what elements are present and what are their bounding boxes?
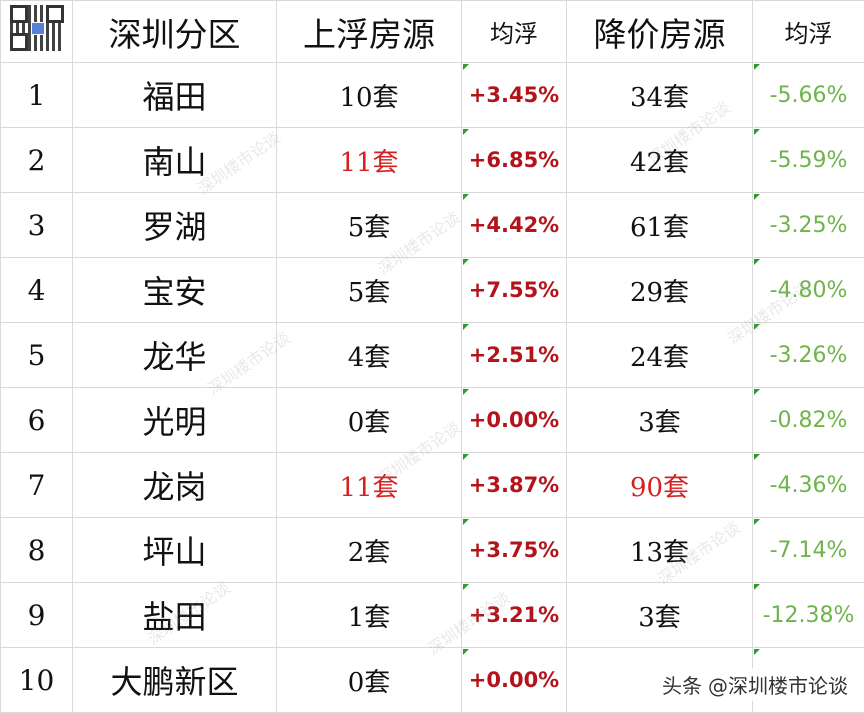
drop-avg: -3.25% (752, 192, 864, 258)
district-name: 福田 (72, 62, 277, 128)
table-row: 1 福田 10套 +3.45% 34套 -5.66% (0, 62, 864, 128)
qr-code-icon (9, 4, 64, 51)
drop-avg: -3.26% (752, 322, 864, 388)
table-row: 3 罗湖 5套 +4.42% 61套 -3.25% (0, 192, 864, 258)
row-number: 1 (0, 62, 73, 128)
rise-count: 11套 (276, 452, 462, 518)
district-name: 龙岗 (72, 452, 277, 518)
rise-avg: +0.00% (461, 387, 567, 453)
header-district: 深圳分区 (72, 0, 277, 63)
row-number: 9 (0, 582, 73, 648)
drop-count: 29套 (566, 257, 753, 323)
row-number: 2 (0, 127, 73, 193)
district-name: 罗湖 (72, 192, 277, 258)
rise-avg: +3.45% (461, 62, 567, 128)
district-name: 宝安 (72, 257, 277, 323)
rise-avg: +4.42% (461, 192, 567, 258)
qr-code-cell (0, 0, 73, 63)
row-number: 10 (0, 647, 73, 713)
rise-avg: +3.21% (461, 582, 567, 648)
header-rise-avg: 均浮 (461, 0, 567, 63)
source-watermark: 头条 @深圳楼市论谈 (658, 668, 852, 701)
drop-count: 90套 (566, 452, 753, 518)
district-name: 盐田 (72, 582, 277, 648)
source-account: @深圳楼市论谈 (708, 674, 848, 698)
rise-count: 1套 (276, 582, 462, 648)
drop-count: 34套 (566, 62, 753, 128)
table-row: 4 宝安 5套 +7.55% 29套 -4.80% (0, 257, 864, 323)
drop-count: 3套 (566, 387, 753, 453)
district-name: 坪山 (72, 517, 277, 583)
drop-avg: -0.82% (752, 387, 864, 453)
header-drop-count: 降价房源 (566, 0, 753, 63)
row-number: 6 (0, 387, 73, 453)
source-label: 头条 (662, 674, 702, 698)
rise-avg: +7.55% (461, 257, 567, 323)
drop-avg: -4.80% (752, 257, 864, 323)
rise-avg: +3.87% (461, 452, 567, 518)
table-row: 9 盐田 1套 +3.21% 3套 -12.38% (0, 582, 864, 648)
rise-avg: +0.00% (461, 647, 567, 713)
rise-avg: +3.75% (461, 517, 567, 583)
drop-avg: -5.66% (752, 62, 864, 128)
row-number: 4 (0, 257, 73, 323)
drop-count: 13套 (566, 517, 753, 583)
row-number: 3 (0, 192, 73, 258)
header-rise-count: 上浮房源 (276, 0, 462, 63)
header-row: 深圳分区 上浮房源 均浮 降价房源 均浮 (0, 0, 864, 63)
district-name: 光明 (72, 387, 277, 453)
drop-avg: -12.38% (752, 582, 864, 648)
district-name: 南山 (72, 127, 277, 193)
table-row: 7 龙岗 11套 +3.87% 90套 -4.36% (0, 452, 864, 518)
table-row: 5 龙华 4套 +2.51% 24套 -3.26% (0, 322, 864, 388)
rise-count: 0套 (276, 647, 462, 713)
rise-count: 4套 (276, 322, 462, 388)
row-number: 5 (0, 322, 73, 388)
rise-avg: +6.85% (461, 127, 567, 193)
district-name: 大鹏新区 (72, 647, 277, 713)
table-row: 8 坪山 2套 +3.75% 13套 -7.14% (0, 517, 864, 583)
drop-count: 24套 (566, 322, 753, 388)
row-number: 8 (0, 517, 73, 583)
rise-count: 0套 (276, 387, 462, 453)
rise-count: 10套 (276, 62, 462, 128)
drop-count: 61套 (566, 192, 753, 258)
table-row: 2 南山 11套 +6.85% 42套 -5.59% (0, 127, 864, 193)
rise-count: 11套 (276, 127, 462, 193)
row-number: 7 (0, 452, 73, 518)
drop-avg: -4.36% (752, 452, 864, 518)
rise-count: 2套 (276, 517, 462, 583)
rise-count: 5套 (276, 257, 462, 323)
drop-count: 42套 (566, 127, 753, 193)
drop-count: 3套 (566, 582, 753, 648)
table-row: 6 光明 0套 +0.00% 3套 -0.82% (0, 387, 864, 453)
district-name: 龙华 (72, 322, 277, 388)
rise-count: 5套 (276, 192, 462, 258)
rise-avg: +2.51% (461, 322, 567, 388)
drop-avg: -5.59% (752, 127, 864, 193)
header-drop-avg: 均浮 (752, 0, 864, 63)
drop-avg: -7.14% (752, 517, 864, 583)
